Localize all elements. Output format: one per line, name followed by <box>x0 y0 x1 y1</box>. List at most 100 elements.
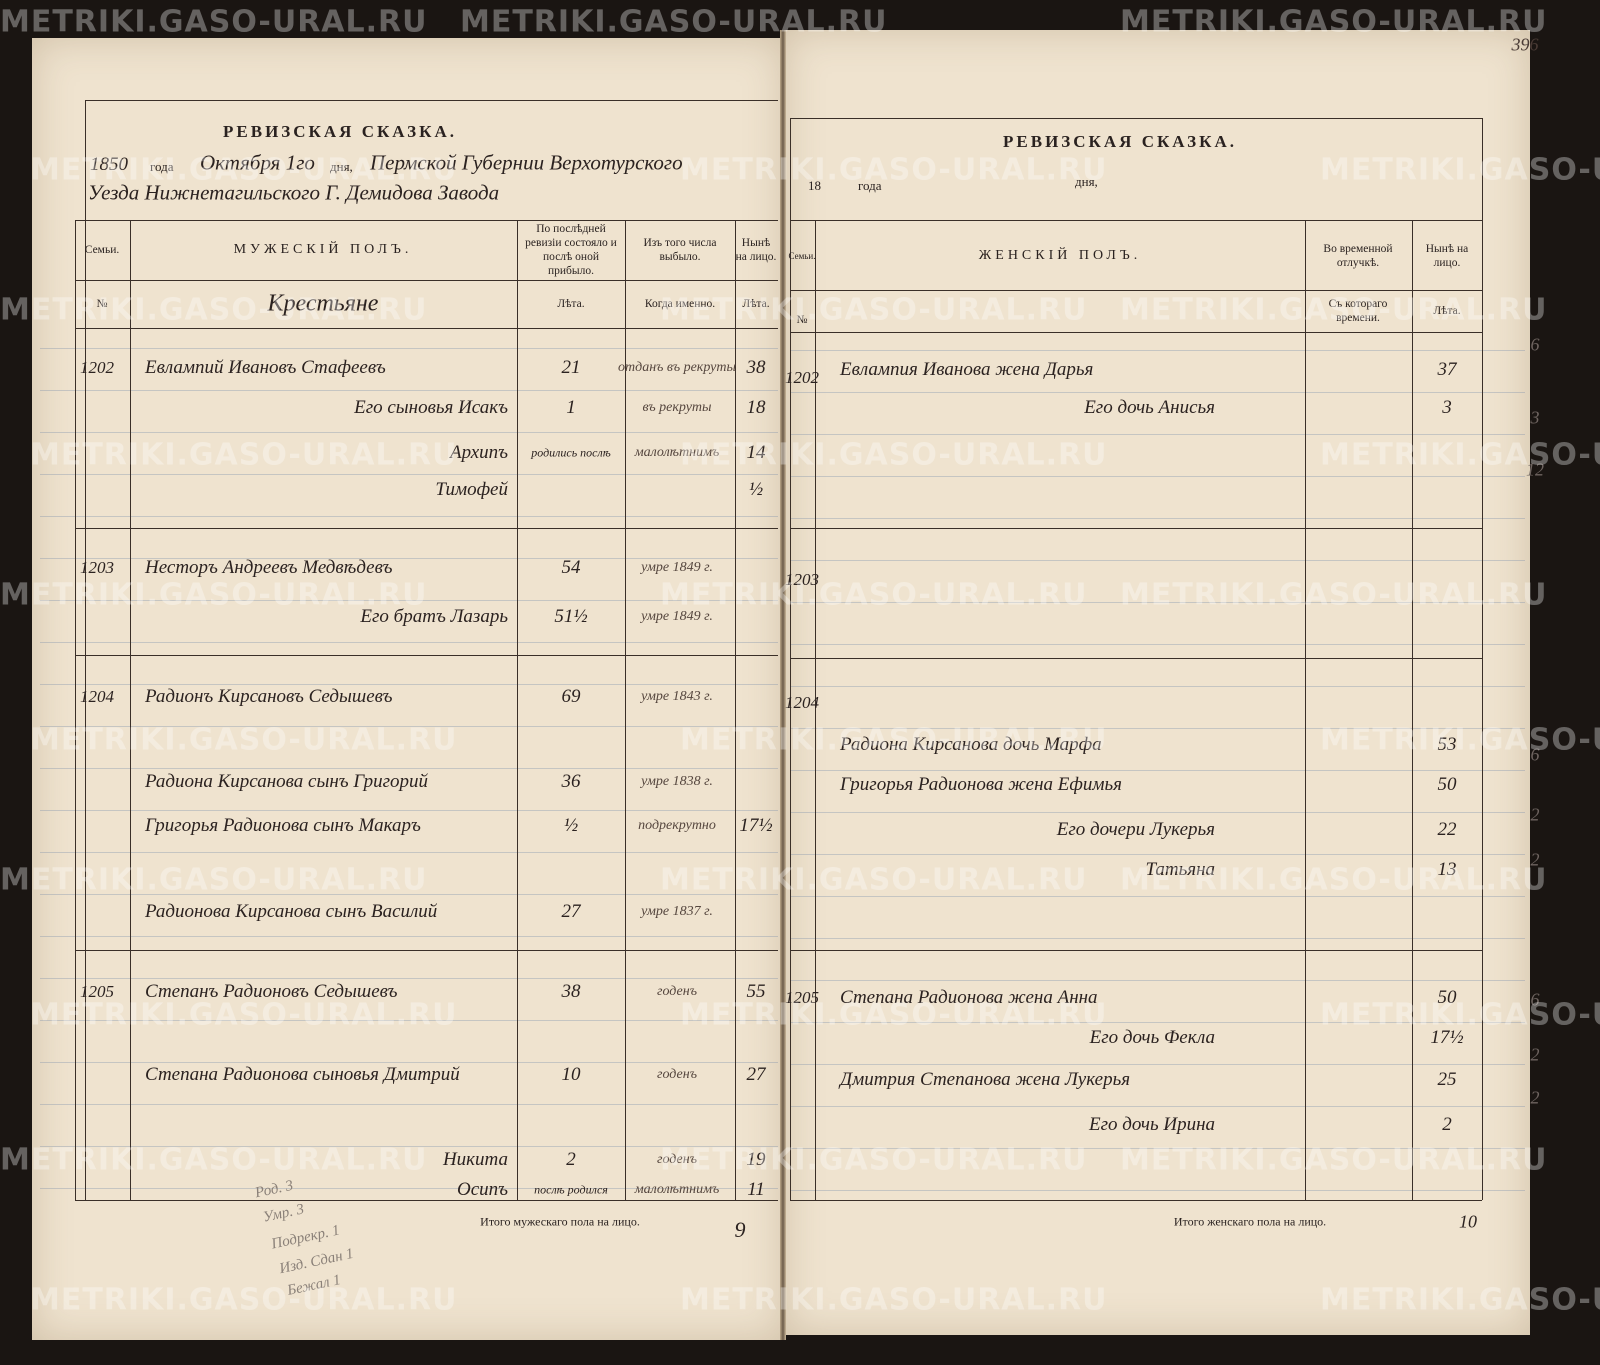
ruled-line <box>790 560 1525 561</box>
table-line <box>790 118 791 1200</box>
watermark: METRIKI.GASO-URAL.RU <box>660 862 1088 898</box>
departure: отданъ въ рекруты <box>618 360 736 375</box>
age: 38 <box>561 981 581 1002</box>
margin-note: 2 <box>1530 1044 1540 1065</box>
ruled-line <box>40 642 778 643</box>
subheader: № <box>96 298 108 310</box>
ruled-line <box>40 474 778 475</box>
ruled-line <box>790 644 1525 645</box>
subheader: Съ котораго времени. <box>1328 298 1388 324</box>
name: Архипъ <box>449 442 508 463</box>
family-number: 1203 <box>80 558 114 577</box>
watermark: METRIKI.GASO-URAL.RU <box>30 1282 458 1318</box>
ruled-line <box>790 1106 1525 1107</box>
margin-note: 2 <box>1530 804 1540 825</box>
age: 10 <box>561 1064 581 1085</box>
watermark: METRIKI.GASO-URAL.RU <box>30 437 458 473</box>
category: Крестьяне <box>267 290 379 317</box>
watermark: METRIKI.GASO-URAL.RU <box>1320 722 1600 758</box>
departure: умре 1838 г. <box>641 774 713 789</box>
present-age: 3 <box>1442 397 1452 418</box>
ruled-line <box>790 728 1525 729</box>
table-line <box>75 1200 778 1201</box>
family-number: 1204 <box>80 687 114 706</box>
table-line <box>75 220 778 221</box>
present-age: 13 <box>1437 859 1457 880</box>
left-page <box>32 38 784 1340</box>
present-age: 38 <box>746 357 766 378</box>
table-line <box>1305 220 1306 1200</box>
ruled-line <box>790 602 1525 603</box>
name: Его дочери Лукерья <box>1056 819 1215 840</box>
total-label: Итого женскаго пола на лицо. <box>1173 1214 1327 1229</box>
name: Григорья Радионова жена Ефимья <box>840 774 1122 795</box>
table-line <box>75 528 778 529</box>
table-line <box>790 332 1482 333</box>
present-age: 37 <box>1437 359 1457 380</box>
column-header: Нынѣ на лицо. <box>1425 243 1469 269</box>
table-line <box>75 220 76 1200</box>
column-header: Изъ того числа выбыло. <box>643 237 717 263</box>
margin-note: 3 <box>1530 407 1540 428</box>
watermark: METRIKI.GASO-URAL.RU <box>30 997 458 1033</box>
table-line <box>75 950 778 951</box>
column-header: МУЖЕСКІЙ ПОЛЪ. <box>233 242 413 257</box>
place: Пермской Губернии Верхотурского <box>370 150 683 175</box>
age: 27 <box>561 901 581 922</box>
title: РЕВИЗСКАЯ СКАЗКА. <box>223 122 457 141</box>
watermark: METRIKI.GASO-URAL.RU <box>680 1282 1108 1318</box>
name: Тимофей <box>435 479 508 500</box>
ruled-line <box>40 684 778 685</box>
ruled-line <box>790 686 1525 687</box>
name: Несторъ Андреевъ Медвѣдевъ <box>145 557 393 578</box>
column-header: Нынѣ на лицо. <box>735 237 777 263</box>
table-line <box>1482 118 1483 1200</box>
present-age: 50 <box>1437 987 1457 1008</box>
present-age: 19 <box>746 1149 766 1170</box>
total-label: Итого мужескаго пола на лицо. <box>480 1214 640 1229</box>
present-age: 17½ <box>739 815 773 836</box>
name: Его сыновья Исакъ <box>354 397 508 418</box>
table-line <box>75 328 778 329</box>
place: Уезда Нижнетагильского Г. Демидова Завод… <box>88 180 500 205</box>
watermark: METRIKI.GASO-URAL.RU <box>1320 437 1600 473</box>
family-number: 1202 <box>785 368 819 387</box>
departure: въ рекруты <box>642 400 712 415</box>
age: родились послѣ <box>531 445 611 460</box>
name: Радиона Кирсанова сынъ Григорий <box>145 771 429 792</box>
total: 9 <box>734 1217 746 1242</box>
ruled-line <box>790 1064 1525 1065</box>
watermark: METRIKI.GASO-URAL.RU <box>660 1142 1088 1178</box>
watermark: METRIKI.GASO-URAL.RU <box>1320 1282 1600 1318</box>
name: Его дочь Фекла <box>1089 1027 1215 1048</box>
departure: подрекрутно <box>638 818 716 833</box>
ruled-line <box>40 348 778 349</box>
column-header: ЖЕНСКІЙ ПОЛЪ. <box>978 248 1142 263</box>
ruled-line <box>40 1146 778 1147</box>
age: 51½ <box>554 606 588 627</box>
watermark: METRIKI.GASO-URAL.RU <box>0 4 428 40</box>
margin-note: 12 <box>1526 459 1544 480</box>
column-header: Семьи. <box>788 251 816 261</box>
ruled-line <box>40 1062 778 1063</box>
departure: годенъ <box>657 984 697 999</box>
year: 1850 <box>90 154 128 175</box>
ruled-line <box>40 558 778 559</box>
table-line <box>790 950 1482 951</box>
watermark: METRIKI.GASO-URAL.RU <box>0 1142 428 1178</box>
age: 21 <box>561 357 581 378</box>
year-word: года <box>858 178 882 193</box>
family-number: 1204 <box>785 693 819 712</box>
ruled-line <box>40 768 778 769</box>
present-age: 22 <box>1437 819 1457 840</box>
present-age: 11 <box>747 1179 765 1200</box>
name: Степана Радионова жена Анна <box>840 987 1098 1008</box>
subheader: Лѣта. <box>1433 305 1461 317</box>
ruled-line <box>790 476 1525 477</box>
ruled-line <box>790 938 1525 939</box>
watermark: METRIKI.GASO-URAL.RU <box>680 997 1108 1033</box>
present-age: 53 <box>1437 734 1457 755</box>
name: Радионова Кирсанова сынъ Василий <box>145 901 438 922</box>
watermark: METRIKI.GASO-URAL.RU <box>0 577 428 613</box>
